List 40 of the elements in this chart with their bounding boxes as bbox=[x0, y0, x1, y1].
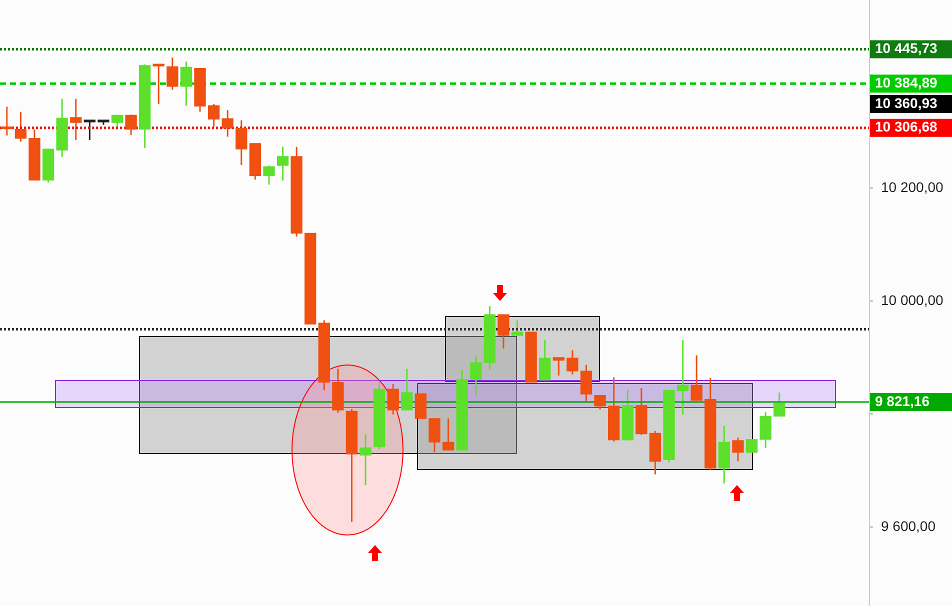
candlestick bbox=[470, 355, 482, 398]
candlestick bbox=[552, 356, 564, 376]
candlestick bbox=[236, 120, 248, 166]
candlestick bbox=[539, 339, 551, 381]
text: 10 360,93 bbox=[875, 94, 938, 111]
candlestick bbox=[774, 392, 786, 417]
candlestick bbox=[387, 383, 399, 416]
candlestick bbox=[511, 319, 524, 336]
candlestick bbox=[498, 314, 510, 350]
ref-line-label: 10 384,89 bbox=[875, 74, 938, 91]
candlestick bbox=[125, 114, 137, 136]
candlestick bbox=[222, 109, 234, 138]
ref-line-label: 9 821,16 bbox=[875, 392, 930, 409]
candlestick bbox=[208, 103, 220, 128]
candlestick bbox=[360, 434, 372, 486]
candlestick bbox=[580, 364, 592, 403]
candlestick bbox=[746, 439, 758, 453]
y-tick-label: 10 200,00 bbox=[881, 178, 944, 195]
candlestick bbox=[276, 146, 289, 182]
candlestick bbox=[401, 368, 413, 411]
candlestick bbox=[1, 106, 13, 136]
candlestick bbox=[152, 64, 164, 105]
candlestick bbox=[732, 436, 744, 462]
candlestick bbox=[594, 394, 606, 410]
candlestick bbox=[676, 339, 689, 416]
candlestick bbox=[14, 111, 27, 143]
candlestick bbox=[180, 60, 192, 106]
candlestick bbox=[70, 98, 82, 141]
candlestick bbox=[111, 114, 124, 130]
y-tick-label: 10 000,00 bbox=[881, 292, 944, 308]
candlestick bbox=[690, 354, 702, 402]
candlestick bbox=[760, 412, 772, 449]
ref-line-label: 10 445,73 bbox=[875, 40, 938, 56]
candlestick bbox=[84, 120, 96, 141]
y-tick-label: 9 600,00 bbox=[881, 518, 936, 534]
candlestick bbox=[566, 349, 578, 376]
candlestick bbox=[442, 418, 454, 451]
candlestick bbox=[263, 164, 275, 186]
ref-line-label: 10 306,68 bbox=[875, 118, 938, 135]
candlestick bbox=[166, 56, 178, 91]
